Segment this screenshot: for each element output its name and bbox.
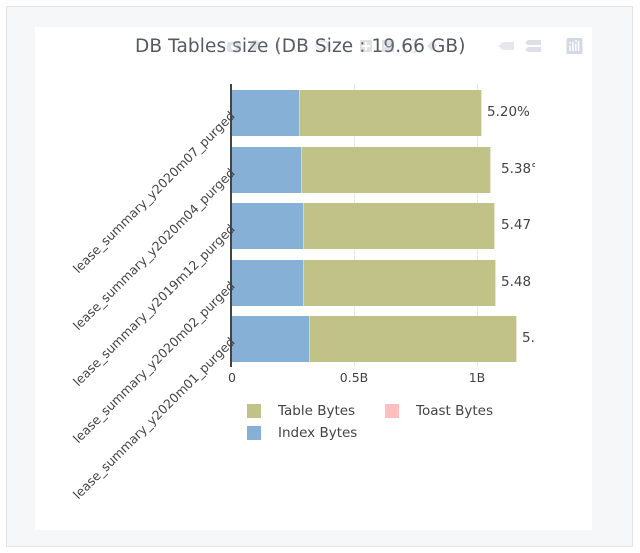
x-tick-label: 0 [228,370,236,385]
bar-index-bytes[interactable] [231,260,304,306]
bar-percent-label: 5.47 [501,217,532,233]
bar-table-bytes[interactable] [310,316,517,362]
zoom-in-icon[interactable] [358,38,374,54]
bar-index-bytes[interactable] [231,203,304,249]
modebar [220,38,590,56]
bar-table-bytes[interactable] [304,203,495,249]
bar-percent-label: 5.38° [501,161,535,177]
hover-compare-icon[interactable] [523,38,543,54]
x-tick-label: 0.5B [339,370,369,385]
bar-percent-label: 5.20% [487,104,530,120]
bar-row[interactable] [231,147,491,193]
bar-percent-label: 5.48 [501,274,532,290]
pan-icon[interactable] [270,38,286,54]
hover-closest-icon[interactable] [496,38,516,54]
plotly-logo-icon[interactable] [566,38,583,54]
lasso-icon[interactable] [314,38,330,54]
bar-table-bytes[interactable] [300,90,482,136]
legend-swatch-icon [385,404,399,418]
legend-label: Table Bytes [278,403,356,419]
legend-item-table-bytes[interactable]: Table Bytes [247,403,355,419]
bar-row[interactable] [231,203,495,249]
x-tick-label: 1B [468,370,486,385]
y-axis-line [230,84,232,367]
legend-swatch-icon [247,404,261,418]
bar-row[interactable] [231,90,482,136]
legend-label: Toast Bytes [416,403,493,419]
legend-item-toast-bytes[interactable]: Toast Bytes [385,403,493,419]
bar-index-bytes[interactable] [231,90,300,136]
zoom-out-icon[interactable] [380,38,396,54]
bar-table-bytes[interactable] [304,260,496,306]
bar-percent-label: 5. [522,330,535,346]
legend-swatch-icon [247,426,261,440]
zoom-icon[interactable] [248,38,264,54]
bar-row[interactable] [231,260,496,306]
legend-item-index-bytes[interactable]: Index Bytes [247,425,357,441]
box-select-icon[interactable] [292,38,308,54]
chart-title: DB Tables size (DB Size : 19.66 GB) [135,36,466,57]
bar-row[interactable] [231,316,517,362]
camera-icon[interactable] [226,38,242,54]
reset-axes-icon[interactable] [424,38,440,54]
legend-label: Index Bytes [278,425,358,441]
autoscale-icon[interactable] [402,38,418,54]
bar-index-bytes[interactable] [231,316,310,362]
bar-index-bytes[interactable] [231,147,302,193]
plot-area[interactable]: 5.20% 5.38° 5.47 5.48 5. [231,84,551,367]
bar-table-bytes[interactable] [302,147,491,193]
